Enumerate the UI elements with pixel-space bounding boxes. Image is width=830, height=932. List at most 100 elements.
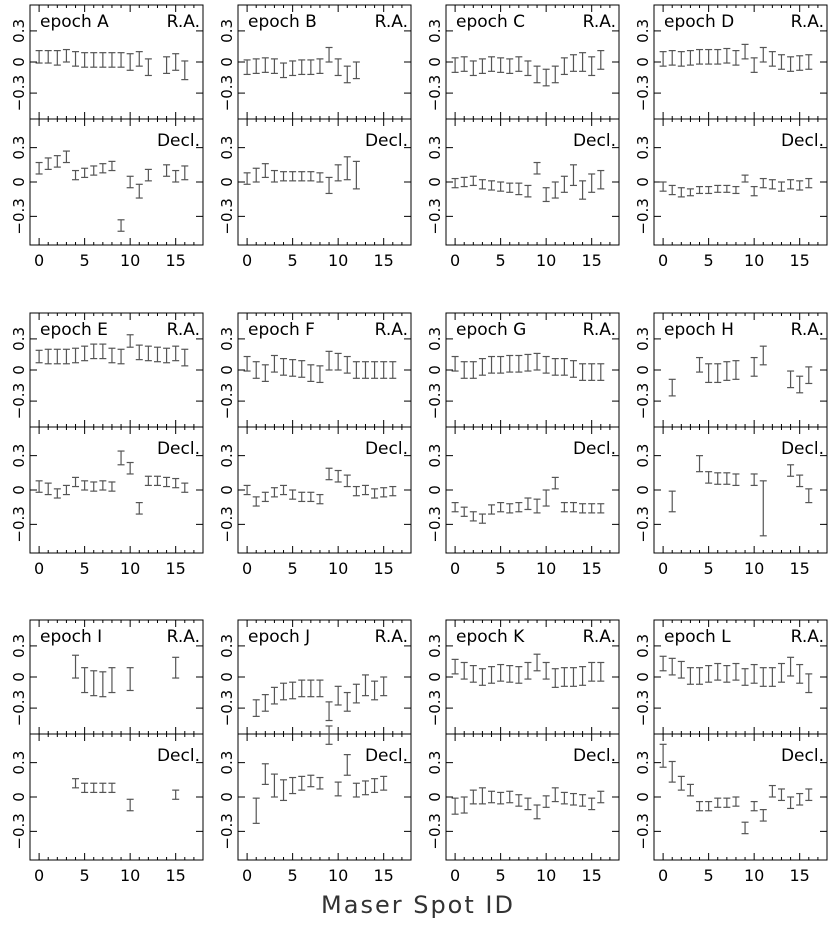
- decl-label: Decl.: [781, 131, 824, 151]
- ra-plot-ytick-label: −0.3: [634, 75, 652, 111]
- ra-plot-errorbar: [108, 667, 116, 694]
- ra-plot-errorbar: [117, 348, 125, 365]
- dec-plot-errorbar: [796, 474, 804, 488]
- dec-plot-xtick-label: 0: [450, 866, 460, 885]
- ra-plot-ytick-label: 0.3: [10, 19, 28, 43]
- dec-plot-xtick-label: 10: [536, 866, 556, 885]
- dec-plot-xtick-label: 5: [496, 251, 506, 270]
- dec-plot-errorbar: [261, 491, 269, 503]
- dec-plot-errorbar: [469, 511, 477, 522]
- ra-plot-ytick-label: −0.3: [10, 383, 28, 419]
- ra-plot-errorbar: [805, 54, 813, 70]
- dec-plot-errorbar: [163, 164, 171, 177]
- dec-plot-errorbar: [252, 167, 260, 183]
- dec-plot-errorbar: [805, 488, 813, 504]
- dec-plot-xtick-label: 0: [658, 866, 668, 885]
- dec-plot-errorbar: [732, 796, 740, 807]
- ra-plot-ytick-label: 0.3: [218, 19, 236, 43]
- dec-plot-ytick-label: −0.3: [426, 198, 444, 234]
- dec-plot-xtick-label: 5: [704, 251, 714, 270]
- ra-plot-ytick-label: 0: [426, 365, 444, 375]
- ra-plot-errorbar: [270, 686, 278, 705]
- dec-plot-xtick-label: 0: [658, 559, 668, 578]
- ra-plot-errorbar: [316, 365, 324, 384]
- ra-plot-errorbar: [569, 54, 577, 72]
- dec-plot-errorbar: [659, 181, 667, 192]
- dec-plot-xtick-label: 15: [166, 559, 186, 578]
- dec-plot-errorbar: [478, 787, 486, 805]
- panel-epoch-f: 0.3 0 −0.3 0.3 0 −0.3 0 5 10 15 epoch F R.A. Decl.: [218, 312, 412, 578]
- dec-plot-errorbar: [469, 789, 477, 805]
- decl-label: Decl.: [365, 131, 408, 151]
- dec-plot-errorbar: [560, 175, 568, 193]
- ra-plot-errorbar: [551, 668, 559, 688]
- dec-plot-errorbar: [677, 187, 685, 198]
- dec-plot-errorbar: [506, 182, 514, 193]
- dec-plot-errorbar: [352, 485, 360, 497]
- panel-epoch-e: 0.3 0 −0.3 0.3 0 −0.3 0 5 10 15 epoch E R.A. Decl.: [10, 312, 204, 578]
- ra-plot-errorbar: [478, 358, 486, 376]
- ra-plot-errorbar: [659, 655, 667, 672]
- dec-plot-ytick-label: −0.3: [634, 506, 652, 542]
- ra-plot-errorbar: [289, 681, 297, 700]
- ra-plot-errorbar: [343, 355, 351, 374]
- dec-plot-errorbar: [579, 503, 587, 514]
- dec-plot-ytick-label: 0.3: [10, 444, 28, 468]
- ra-plot-ytick-label: 0.3: [634, 634, 652, 658]
- ra-plot-errorbar: [768, 51, 776, 67]
- dec-plot-errorbar: [316, 172, 324, 183]
- ra-plot-ytick-label: −0.3: [10, 690, 28, 726]
- dec-plot-errorbar: [298, 171, 306, 182]
- dec-plot-errorbar: [181, 482, 189, 493]
- dec-plot-errorbar: [35, 161, 43, 175]
- dec-plot-errorbar: [135, 502, 143, 515]
- dec-plot-errorbar: [325, 467, 333, 481]
- ra-plot-errorbar: [90, 52, 98, 68]
- dec-plot-errorbar: [796, 180, 804, 191]
- dec-plot-xtick-label: 0: [242, 866, 252, 885]
- ra-plot-errorbar: [796, 55, 804, 71]
- ra-plot-errorbar: [714, 363, 722, 384]
- dec-plot-ytick-label: 0: [218, 792, 236, 802]
- dec-plot-errorbar: [126, 798, 134, 812]
- ra-plot-errorbar: [497, 57, 505, 73]
- ra-plot-errorbar: [361, 674, 369, 697]
- ra-plot-errorbar: [750, 663, 758, 684]
- dec-plot-xtick-label: 0: [242, 559, 252, 578]
- ra-plot-errorbar: [542, 355, 550, 374]
- dec-plot-errorbar: [551, 787, 559, 803]
- dec-plot-errorbar: [588, 797, 596, 811]
- ra-plot-errorbar: [261, 694, 269, 712]
- epoch-label: epoch B: [248, 12, 317, 32]
- ra-plot-errorbar: [696, 667, 704, 685]
- dec-plot-errorbar: [316, 776, 324, 790]
- dec-plot-errorbar: [90, 165, 98, 176]
- dec-plot-ytick-label: 0.3: [634, 136, 652, 160]
- dec-plot-errorbar: [99, 480, 107, 491]
- ra-plot-errorbar: [759, 667, 767, 687]
- dec-plot-errorbar: [371, 488, 379, 499]
- dec-plot-errorbar: [668, 760, 676, 783]
- ra-plot-errorbar: [343, 65, 351, 84]
- panel-epoch-a: 0.3 0 −0.3 0.3 0 −0.3 0 5 10 15 epoch A R.A. Decl.: [10, 4, 204, 270]
- ra-plot-errorbar: [696, 48, 704, 65]
- ra-plot-errorbar: [270, 354, 278, 373]
- dec-plot-xtick-label: 5: [80, 559, 90, 578]
- ra-plot-errorbar: [53, 348, 61, 365]
- dec-plot-errorbar: [488, 504, 496, 515]
- dec-plot-errorbar: [515, 794, 523, 807]
- ra-plot-errorbar: [72, 654, 80, 679]
- ra-plot-errorbar: [750, 57, 758, 73]
- dec-plot-errorbar: [172, 789, 180, 800]
- dec-plot-errorbar: [153, 475, 161, 487]
- dec-plot-errorbar: [569, 164, 577, 187]
- ra-plot-errorbar: [705, 363, 713, 384]
- ra-label: R.A.: [791, 320, 824, 340]
- dec-plot-errorbar: [569, 792, 577, 806]
- dec-plot-xtick-label: 10: [328, 866, 348, 885]
- ra-plot-errorbar: [677, 660, 685, 679]
- epoch-label: epoch I: [40, 627, 102, 647]
- epoch-label: epoch F: [248, 320, 315, 340]
- dec-plot-ytick-label: −0.3: [10, 506, 28, 542]
- ra-plot-errorbar: [668, 378, 676, 397]
